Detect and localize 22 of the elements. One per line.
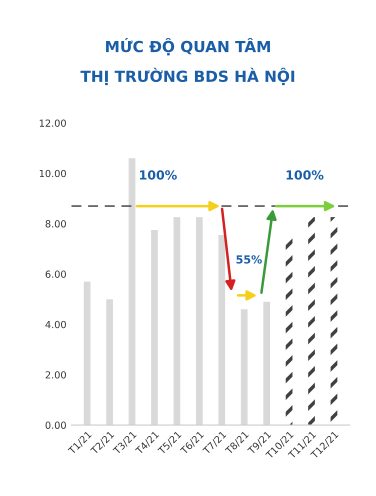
- bar: [174, 217, 180, 426]
- y-tick-label: 8.00: [46, 220, 66, 228]
- annotation: 100%: [140, 170, 177, 180]
- y-tick-label: 10.00: [40, 170, 66, 178]
- y-tick-label: 0.00: [46, 422, 66, 429]
- y-tick-label: 6.00: [46, 270, 66, 278]
- annotation: 55%: [236, 255, 262, 264]
- y-tick-label: 2.00: [46, 371, 66, 379]
- chart-subtitle: THỊ TRƯỜNG BDS HÀ NỘI: [80, 68, 294, 86]
- bar: [218, 235, 226, 426]
- bar: [151, 230, 158, 426]
- y-tick-label: 12.00: [40, 119, 66, 127]
- bar: [106, 299, 113, 426]
- bar: [263, 302, 270, 426]
- bar: [128, 158, 136, 426]
- bar: [240, 309, 248, 426]
- y-tick-label: 4.00: [45, 320, 66, 328]
- bar: [196, 217, 203, 426]
- annotation: 100%: [286, 170, 324, 180]
- bar: [308, 217, 315, 426]
- chart-title: MỨC ĐỘ QUAN TÂM: [106, 38, 270, 56]
- bar: [84, 282, 91, 426]
